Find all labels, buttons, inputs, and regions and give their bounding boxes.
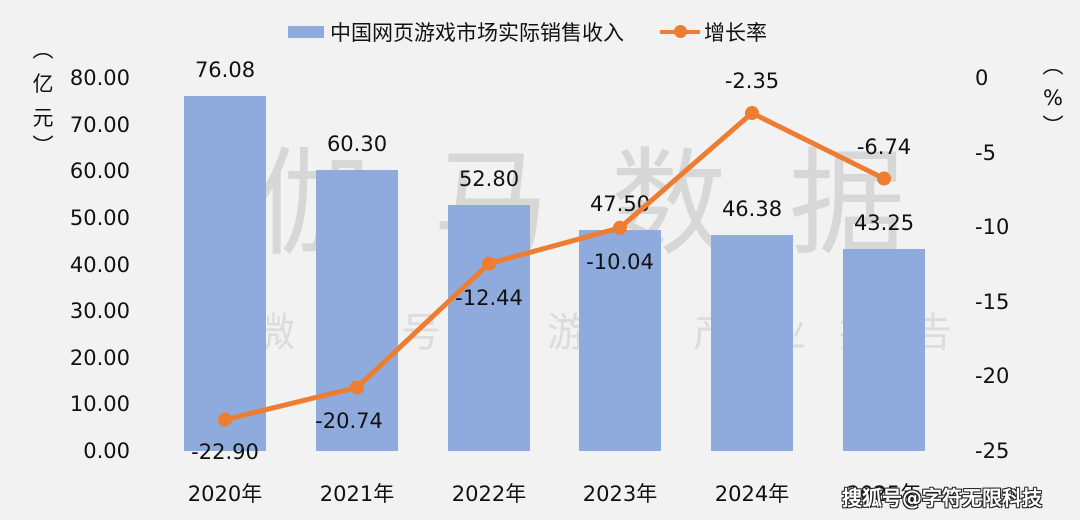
bar-swatch-icon bbox=[288, 26, 324, 38]
right-axis-tick: 0 bbox=[975, 66, 989, 90]
revenue-bar bbox=[184, 96, 266, 451]
left-axis-title-char: 元 bbox=[32, 106, 54, 130]
right-axis-tick: -25 bbox=[975, 439, 1010, 463]
revenue-data-label: 46.38 bbox=[721, 196, 783, 221]
growth-marker bbox=[877, 171, 891, 186]
left-axis-tick: 40.00 bbox=[69, 252, 130, 277]
growth-marker bbox=[482, 256, 496, 271]
growth-data-label: -22.90 bbox=[191, 439, 259, 464]
right-axis-title: ︵ % ︶ bbox=[1040, 52, 1066, 140]
x-axis-label: 2025年 bbox=[846, 482, 922, 506]
right-axis-tick: -15 bbox=[975, 289, 1010, 314]
left-axis-title-char: ︵ bbox=[32, 38, 54, 62]
left-axis-tick: 70.00 bbox=[69, 112, 130, 137]
revenue-bar bbox=[316, 169, 398, 451]
line-swatch-icon bbox=[660, 25, 700, 38]
legend: 中国网页游戏市场实际销售收入 增长率 bbox=[288, 18, 803, 46]
x-axis-label: 2022年 bbox=[451, 482, 527, 506]
left-axis-tick: 0.00 bbox=[83, 439, 130, 463]
legend-label-growth: 增长率 bbox=[704, 21, 767, 45]
revenue-bar bbox=[579, 229, 661, 451]
revenue-bar bbox=[711, 234, 793, 451]
revenue-data-label: 52.80 bbox=[458, 166, 520, 191]
revenue-data-label: 76.08 bbox=[194, 58, 256, 83]
legend-item-revenue: 中国网页游戏市场实际销售收入 bbox=[288, 17, 624, 47]
growth-data-label: -6.74 bbox=[856, 134, 912, 159]
right-axis-tick: -10 bbox=[975, 215, 1010, 240]
growth-data-label: -10.04 bbox=[586, 249, 654, 274]
left-axis-tick: 30.00 bbox=[69, 299, 130, 324]
left-axis-tick: 20.00 bbox=[69, 345, 130, 370]
right-axis-title-char: ︵ bbox=[1042, 54, 1064, 78]
right-axis-tick: -5 bbox=[975, 140, 996, 165]
revenue-bar bbox=[843, 249, 925, 451]
source-watermark: 搜狐号@字符无限科技 bbox=[842, 486, 1042, 510]
growth-marker bbox=[350, 380, 364, 395]
growth-data-label: -12.44 bbox=[455, 285, 523, 310]
growth-data-label: -2.35 bbox=[724, 69, 780, 94]
x-axis-label: 2020年 bbox=[187, 482, 263, 506]
right-axis-title-char: ︶ bbox=[1042, 114, 1064, 138]
growth-marker bbox=[745, 106, 759, 121]
x-axis-label: 2024年 bbox=[714, 482, 790, 506]
growth-marker bbox=[218, 412, 232, 427]
revenue-data-label: 60.30 bbox=[326, 131, 388, 156]
right-axis-title-char: % bbox=[1043, 86, 1063, 110]
left-axis-title-char: ︶ bbox=[32, 134, 54, 158]
left-axis-tick: 10.00 bbox=[69, 392, 130, 417]
left-axis-title-char: 亿 bbox=[32, 72, 54, 96]
left-axis-tick: 80.00 bbox=[69, 66, 130, 90]
x-axis-label: 2021年 bbox=[319, 482, 395, 506]
right-axis-tick: -20 bbox=[975, 364, 1010, 389]
legend-item-growth: 增长率 bbox=[660, 17, 767, 47]
growth-data-label: -20.74 bbox=[315, 409, 383, 434]
left-axis-title: ︵ 亿 元 ︶ bbox=[30, 36, 56, 160]
x-axis-label: 2023年 bbox=[582, 482, 658, 506]
left-axis-tick: 50.00 bbox=[69, 205, 130, 230]
growth-marker bbox=[613, 220, 627, 235]
revenue-bar bbox=[448, 204, 530, 451]
legend-label-revenue: 中国网页游戏市场实际销售收入 bbox=[330, 21, 624, 45]
revenue-data-label: 43.25 bbox=[853, 211, 915, 236]
left-axis-tick: 60.00 bbox=[69, 159, 130, 184]
